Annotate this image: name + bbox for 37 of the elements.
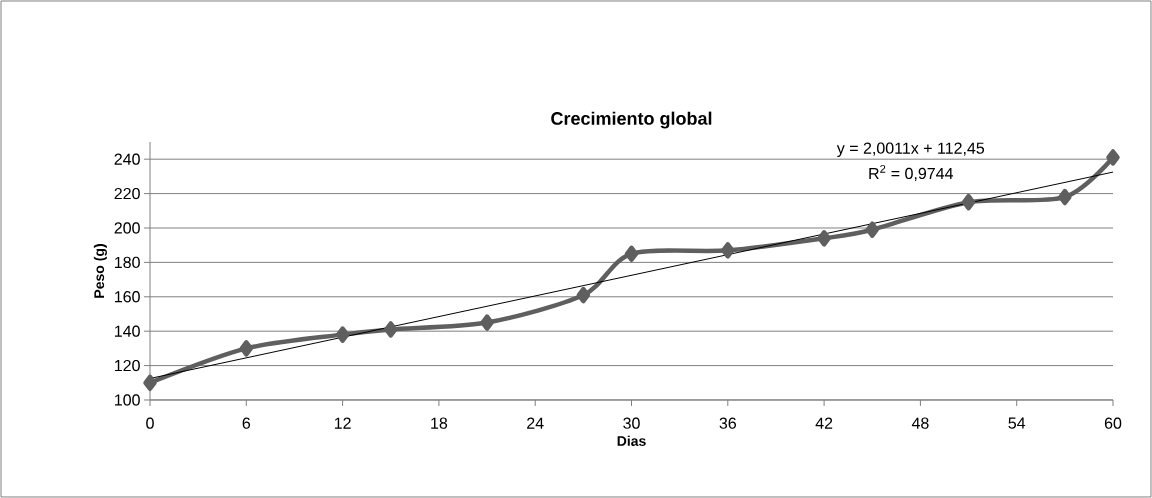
point [1106, 149, 1120, 166]
annotation: R$^{2}$ = 0,9744 [869, 164, 954, 181]
x-tick-label: 18 [431, 417, 448, 429]
chart-title: Crecimiento global [551, 111, 712, 129]
x-tick-label: 6 [242, 417, 251, 429]
point [865, 221, 879, 238]
y-tick-label: 220 [114, 187, 140, 200]
x-tick-label: 60 [1104, 417, 1122, 429]
x-axis-title: Dias [617, 435, 646, 446]
x-tick-label: 36 [719, 417, 737, 429]
point [239, 340, 254, 357]
point [480, 314, 494, 331]
point [817, 230, 831, 247]
x-tick-label: 42 [815, 417, 833, 429]
point [1058, 188, 1072, 206]
point [624, 245, 639, 263]
point [721, 242, 735, 259]
point [384, 321, 398, 338]
y-axis-title: Peso (g) [93, 244, 107, 298]
x-tick-label: 54 [1008, 417, 1026, 429]
x-tick-label: 0 [146, 417, 154, 429]
point [576, 286, 591, 304]
y-tick-label: 100 [115, 394, 140, 406]
y-tick-label: 160 [115, 291, 140, 303]
x-tick-label: 12 [334, 417, 351, 429]
y-tick-label: 140 [115, 325, 140, 337]
point [335, 326, 350, 343]
x-tick-label: 48 [911, 417, 929, 429]
y-tick-label: 120 [115, 359, 140, 372]
y-tick-label: 200 [114, 222, 140, 234]
point [961, 193, 976, 211]
point [143, 374, 157, 392]
x-tick-label: 24 [527, 417, 544, 429]
y-tick-label: 240 [114, 153, 140, 165]
annotation: y = 2,0011x + 112,45 [836, 142, 985, 157]
x-tick-label: 30 [623, 417, 640, 429]
y-tick-label: 180 [115, 256, 140, 269]
